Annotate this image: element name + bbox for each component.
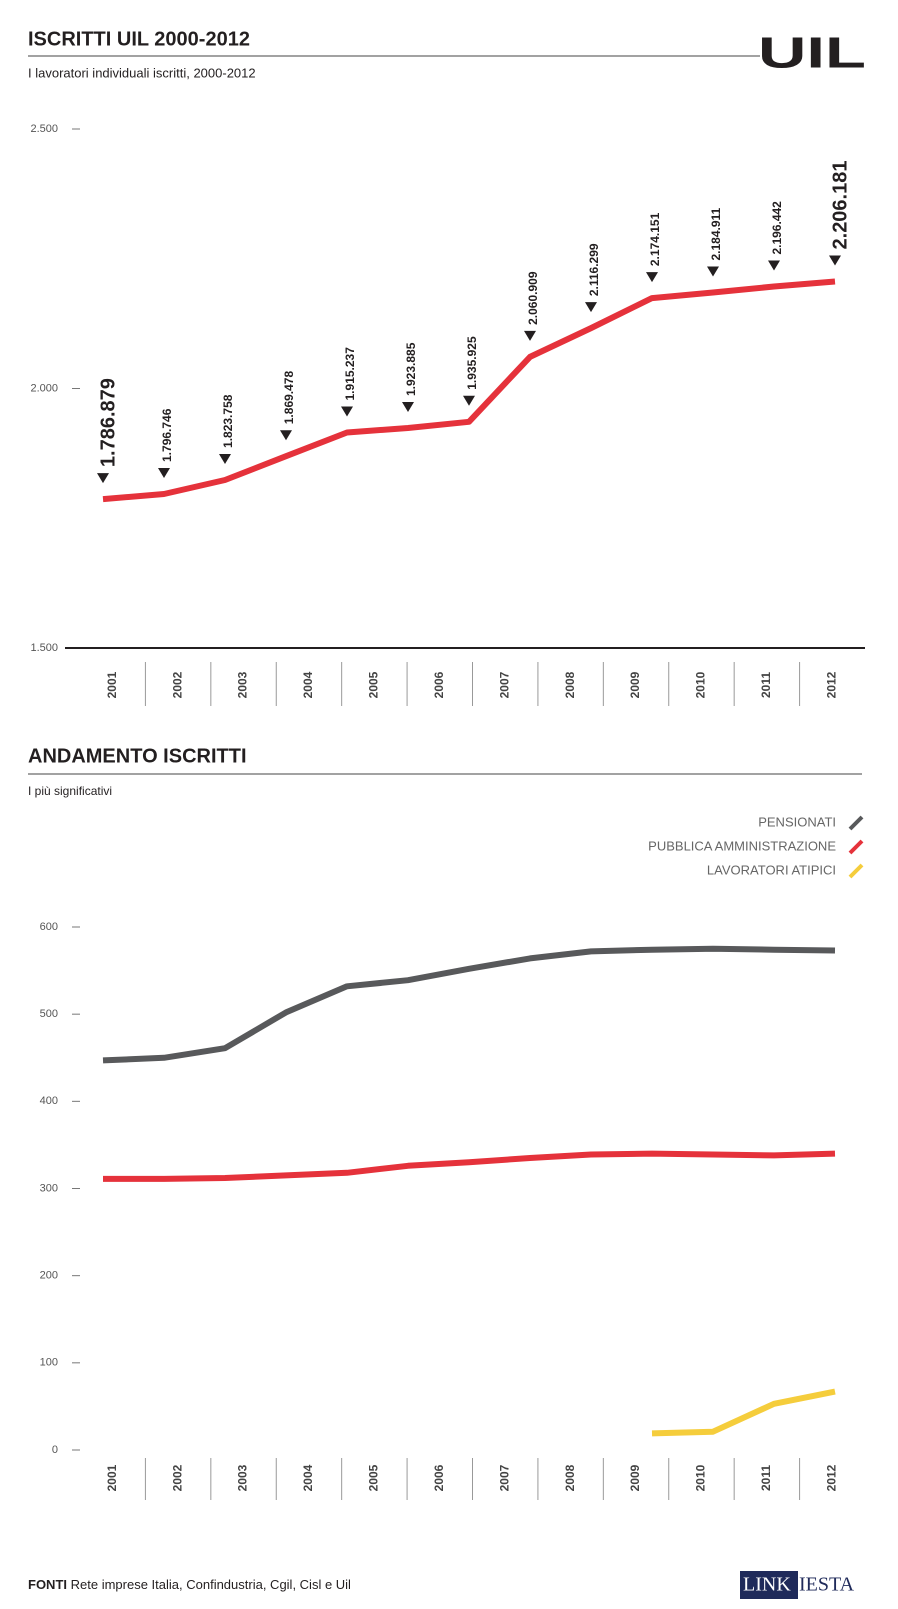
series-line <box>102 278 836 503</box>
label-pointer <box>280 430 292 441</box>
data-label: 1.923.885 <box>404 342 418 396</box>
x-tick-label: 2010 <box>694 1464 708 1491</box>
brand-box <box>740 1571 798 1599</box>
data-label: 2.196.442 <box>770 201 784 255</box>
legend-swatch <box>848 815 864 831</box>
data-label: 2.116.299 <box>587 243 601 296</box>
chart-title: ISCRITTI UIL 2000-2012 <box>28 28 250 50</box>
legend-swatch <box>848 839 864 855</box>
x-tick-label: 2009 <box>628 671 642 698</box>
x-tick-label: 2003 <box>236 1464 250 1491</box>
label-pointer <box>768 260 780 271</box>
y-tick-label: 100 <box>40 1357 58 1369</box>
logo: UIL <box>758 29 866 78</box>
y-tick-label: 2.500 <box>30 123 58 135</box>
label-pointer <box>524 330 536 341</box>
y-tick-label: 300 <box>40 1182 58 1194</box>
x-tick-label: 2009 <box>628 1464 642 1491</box>
y-tick-label: 400 <box>40 1095 58 1107</box>
x-tick-label: 2008 <box>563 671 577 698</box>
y-tick-label: 0 <box>52 1444 58 1456</box>
data-label: 2.174.151 <box>648 212 662 266</box>
x-tick-label: 2004 <box>301 1464 315 1491</box>
data-label: 2.184.911 <box>709 207 723 260</box>
label-pointer <box>341 406 353 417</box>
x-tick-label: 2006 <box>432 671 446 698</box>
x-tick-label: 2010 <box>694 671 708 698</box>
x-tick-label: 2012 <box>824 671 838 698</box>
x-tick-label: 2005 <box>367 671 381 698</box>
label-pointer <box>219 453 231 464</box>
legend-label: LAVORATORI ATIPICI <box>707 862 836 877</box>
x-tick-label: 2002 <box>170 1464 184 1491</box>
chart-subtitle: I lavoratori individuali iscritti, 2000-… <box>28 65 256 80</box>
x-tick-label: 2007 <box>497 1464 511 1491</box>
label-pointer <box>707 266 719 277</box>
y-tick-label: 1.500 <box>30 642 58 654</box>
legend-label: PUBBLICA AMMINISTRAZIONE <box>648 838 836 853</box>
label-pointer <box>402 402 414 413</box>
brand: LINK <box>743 1574 791 1596</box>
data-label: 1.796.746 <box>160 408 174 462</box>
label-pointer <box>646 272 658 283</box>
x-tick-label: 2004 <box>301 671 315 698</box>
series-line <box>103 1150 836 1182</box>
x-tick-label: 2005 <box>367 1464 381 1491</box>
series-line <box>102 945 836 1064</box>
x-tick-label: 2008 <box>563 1464 577 1491</box>
x-tick-label: 2011 <box>759 672 773 698</box>
y-tick-label: 200 <box>40 1270 58 1282</box>
data-label: 1.786.879 <box>97 378 119 467</box>
legend-label: PENSIONATI <box>758 814 836 829</box>
label-pointer <box>585 302 597 313</box>
source-text: Rete imprese Italia, Confindustria, Cgil… <box>71 1577 351 1592</box>
x-tick-label: 2007 <box>497 671 511 698</box>
data-label: 2.060.909 <box>526 271 540 325</box>
label-pointer <box>829 255 841 266</box>
data-label: 1.869.478 <box>282 371 296 425</box>
data-label: 1.935.925 <box>465 336 479 390</box>
x-tick-label: 2002 <box>170 671 184 698</box>
label-pointer <box>158 467 170 478</box>
x-tick-label: 2006 <box>432 1464 446 1491</box>
label-pointer <box>97 473 109 484</box>
data-label: 1.915.237 <box>343 347 357 401</box>
chart-subtitle: I più significativi <box>28 784 112 798</box>
data-label: 2.206.181 <box>829 161 851 250</box>
brand: IESTA <box>799 1574 855 1596</box>
source: FONTI Rete imprese Italia, Confindustria… <box>28 1577 351 1592</box>
x-tick-label: 2012 <box>824 1464 838 1491</box>
chart-title: ANDAMENTO ISCRITTI <box>28 745 247 767</box>
x-tick-label: 2011 <box>759 1465 773 1491</box>
y-tick-label: 500 <box>40 1008 58 1020</box>
legend-swatch <box>848 863 864 879</box>
y-tick-label: 2.000 <box>30 382 58 394</box>
source-label: FONTI <box>28 1577 67 1592</box>
x-tick-label: 2003 <box>236 671 250 698</box>
x-tick-label: 2001 <box>105 1464 119 1491</box>
series-line <box>651 1388 836 1437</box>
data-label: 1.823.758 <box>221 394 235 448</box>
y-tick-label: 600 <box>40 921 58 933</box>
label-pointer <box>463 395 475 406</box>
x-tick-label: 2001 <box>105 671 119 698</box>
